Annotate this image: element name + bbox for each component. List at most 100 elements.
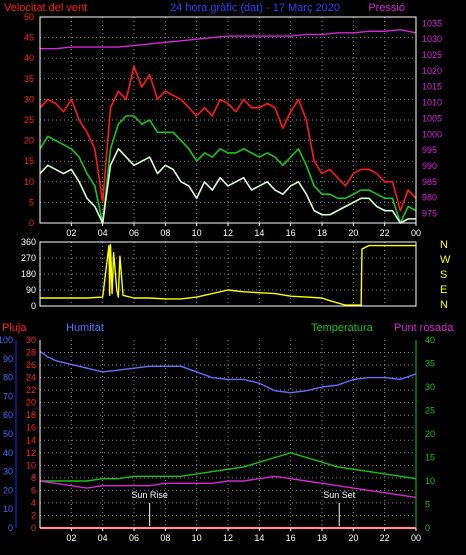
pressure-axis-tick: 1010 [422,98,442,108]
x-tick-label: 22 [380,228,390,238]
rain-axis-tick: 50 [3,429,13,439]
dewpoint-line [39,475,417,499]
pressure-axis-tick: 1020 [422,66,442,76]
dewpoint-axis-tick: 14 [26,435,36,445]
x-tick-label: 00 [411,533,421,543]
compass-letter: N [440,239,448,251]
wind-axis-tick: 20 [24,136,34,146]
direction-axis-tick: 0 [31,301,36,311]
rain-axis-tick: 30 [3,467,13,477]
x-tick-label: 10 [192,228,202,238]
x-tick-label: 04 [98,533,108,543]
temperature-axis-tick: 35 [425,359,435,369]
wind-speed-label: Velocitat del vent [4,2,87,14]
temperature-axis-tick: 30 [425,382,435,392]
x-tick-label: 14 [254,533,264,543]
temperature-axis-tick: 5 [425,500,430,510]
dewpoint-axis-tick: 2 [31,510,36,520]
temperature-humidity-panel: 0102030405060708090100024681012141618202… [0,335,435,543]
direction-axis-tick: 360 [21,237,36,247]
sun-marker-label: Sun Rise [131,490,168,500]
rain-label: Pluja [2,322,27,334]
x-tick-label: 00 [411,228,421,238]
wind-pressure-panel: 0510152025303540455097598098599099510001… [24,12,442,238]
rain-axis-tick: 60 [3,410,13,420]
temperature-humidity-ticks: 0102030405060708090100024681012141618202… [0,335,435,543]
x-tick-label: 02 [66,228,76,238]
x-tick-label: 02 [66,533,76,543]
wind-direction-line [40,243,416,306]
x-tick-label: 06 [129,228,139,238]
x-tick-label: 08 [160,533,170,543]
wind-axis-tick: 0 [29,218,34,228]
dewpoint-axis-tick: 30 [26,335,36,345]
sun-marker-label: Sun Set [323,490,356,500]
x-tick-label: 20 [348,533,358,543]
dewpoint-axis-tick: 26 [26,360,36,370]
x-tick-label: 16 [286,533,296,543]
temperature-axis-tick: 0 [425,523,430,533]
wind-direction-frame [39,241,417,307]
x-tick-label: 20 [348,228,358,238]
sun-markers: Sun Rise Sun Set [131,490,356,526]
temperature-line [40,452,417,482]
temperature-axis-tick: 15 [425,453,435,463]
pressure-axis-tick: 990 [422,161,437,171]
pressure-axis-tick: 980 [422,193,437,203]
temperature-humidity-grid [40,340,417,528]
rain-axis-tick: 100 [0,335,13,345]
temperature-axis-tick: 10 [425,476,435,486]
temperature-axis-tick: 40 [425,335,435,345]
wind-direction-grid [40,242,417,306]
wind-axis-tick: 45 [24,33,34,43]
temperature-axis-tick: 25 [425,406,435,416]
x-tick-label: 14 [254,228,264,238]
dewpoint-label: Punt rosada [394,322,454,334]
dewpoint-axis-tick: 20 [26,398,36,408]
direction-axis-tick: 180 [21,269,36,279]
x-tick-label: 16 [286,228,296,238]
temperature-label: Temperatura [311,322,374,334]
pressure-axis-tick: 995 [422,145,437,155]
x-tick-label: 18 [317,228,327,238]
wind-pressure-grid [40,17,417,223]
pressure-axis-tick: 1025 [422,50,442,60]
humidity-line [39,350,417,394]
dewpoint-axis-tick: 0 [31,523,36,533]
pressure-axis-tick: 1035 [422,18,442,28]
compass-letter: N [440,299,448,311]
direction-axis-tick: 90 [26,285,36,295]
temperature-axis-tick: 20 [425,429,435,439]
dewpoint-axis-tick: 22 [26,385,36,395]
pressure-axis-tick: 1000 [422,129,442,139]
dewpoint-axis-tick: 16 [26,423,36,433]
rain-axis-tick: 0 [8,523,13,533]
dewpoint-axis-tick: 4 [31,498,36,508]
wind-axis-tick: 40 [24,53,34,63]
wind-axis-tick: 15 [24,156,34,166]
chart-title: 24 hora gràfic (dat) - 17 Març 2020 [170,2,340,14]
pressure-axis-tick: 975 [422,208,437,218]
x-tick-label: 08 [160,228,170,238]
humidity-label: Humitat [66,322,104,334]
dewpoint-axis-tick: 8 [31,473,36,483]
wind-axis-tick: 25 [24,115,34,125]
pressure-axis-tick: 1005 [422,113,442,123]
dewpoint-axis-tick: 6 [31,485,36,495]
rain-axis-tick: 10 [3,504,13,514]
wind-axis-tick: 5 [29,197,34,207]
rain-axis-tick: 90 [3,354,13,364]
dewpoint-axis-tick: 18 [26,410,36,420]
x-tick-label: 12 [223,228,233,238]
compass-letter: W [440,254,451,266]
rain-axis-tick: 40 [3,448,13,458]
dewpoint-axis-tick: 12 [26,448,36,458]
wind-direction-series [40,243,416,306]
compass-letter: E [440,284,447,296]
compass-letter: S [440,269,447,281]
wind-direction-ticks: 0 90 180 270 360 [21,237,36,311]
rain-axis-tick: 80 [3,373,13,383]
